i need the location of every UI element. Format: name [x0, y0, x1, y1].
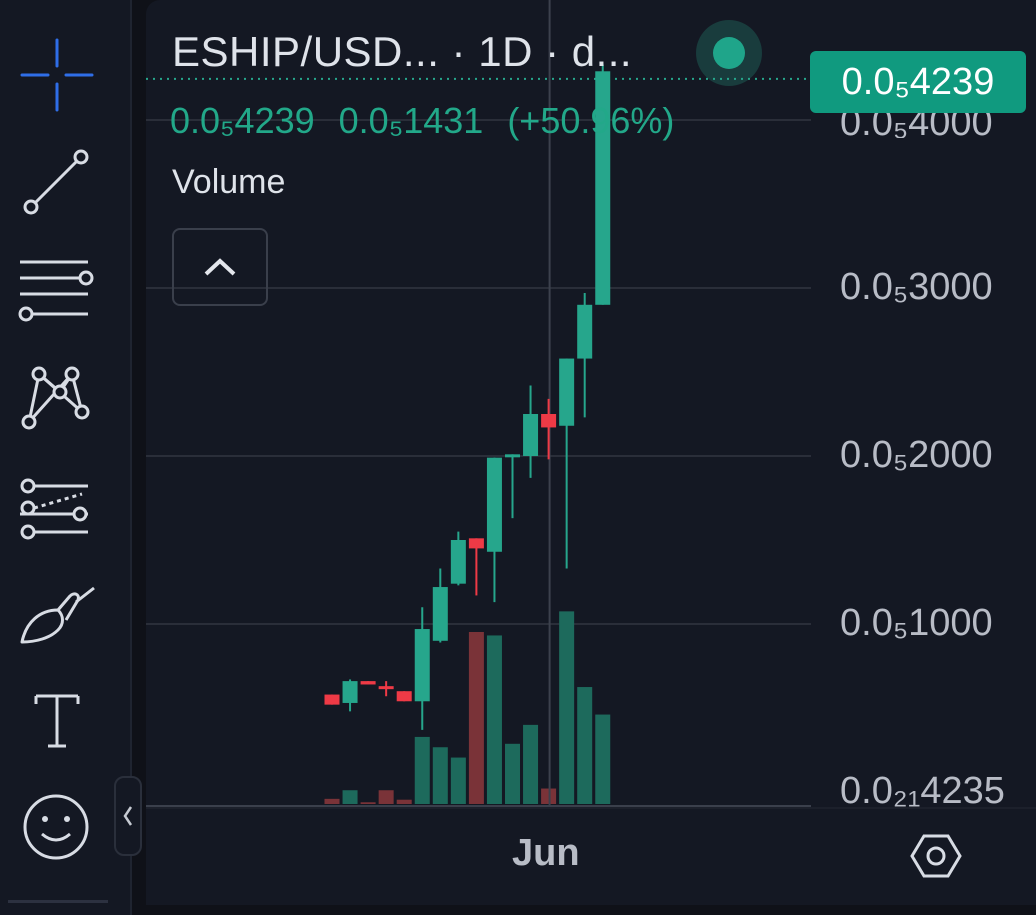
horizontal-lines-icon [18, 260, 94, 322]
settings-hexagon-icon [910, 834, 962, 878]
fib-retracement-tool-button[interactable] [12, 458, 102, 548]
market-status-indicator[interactable] [696, 20, 762, 86]
volume-bar [396, 799, 412, 804]
candle-body [559, 358, 575, 426]
chevron-up-icon [204, 258, 236, 276]
crosshair-icon [20, 38, 94, 112]
volume-bar [595, 714, 611, 804]
candle-body [360, 681, 376, 685]
candle-body [450, 540, 466, 584]
trend-line-tool-button[interactable] [12, 136, 102, 226]
symbol-title[interactable]: ESHIP/USD... · 1D · d... [172, 28, 633, 75]
volume-bar [577, 687, 593, 804]
volume-indicator-label[interactable]: Volume [172, 163, 286, 201]
volume-bar [468, 632, 484, 804]
trend-line-icon [23, 149, 89, 215]
time-axis-label: Jun [512, 832, 580, 874]
pattern-tool-button[interactable] [12, 350, 102, 440]
volume-bar [378, 790, 394, 804]
volume-bar [342, 790, 358, 804]
collapse-toolbar-button[interactable] [114, 776, 142, 856]
price-axis-label: 0.0₅1000 [840, 602, 993, 644]
horizontal-lines-tool-button[interactable] [12, 240, 102, 330]
pattern-icon [21, 366, 90, 430]
volume-bar [450, 757, 466, 804]
candle-body [324, 694, 340, 705]
candle-body [577, 304, 593, 359]
price-axis-label: 0.0₂₁4235 [840, 770, 1005, 812]
volume-bar [523, 724, 539, 804]
candle-body [541, 414, 557, 428]
volume-bar [414, 736, 430, 804]
crosshair-tool-button[interactable] [12, 30, 102, 120]
toolbar-divider [8, 900, 108, 903]
text-tool-button[interactable] [12, 676, 102, 766]
volume-bar [432, 747, 448, 804]
legend-collapse-button[interactable] [172, 228, 268, 306]
candle-body [378, 686, 394, 690]
legend-change-value: 0.0₅1431 [338, 100, 484, 141]
chevron-left-icon [123, 806, 133, 826]
brush-icon [20, 586, 95, 644]
chart-settings-button[interactable] [908, 826, 964, 886]
legend-price-value: 0.0₅4239 [170, 100, 315, 141]
volume-bar [559, 611, 575, 804]
brush-tool-button[interactable] [12, 566, 102, 656]
price-axis-label: 0.0₅2000 [840, 434, 993, 476]
volume-bar [324, 798, 340, 804]
emoji-icon [23, 794, 89, 860]
chart-panel[interactable] [146, 0, 1036, 905]
drawing-toolbar [0, 0, 132, 915]
candle-body [432, 587, 448, 641]
candle-body [505, 454, 520, 458]
text-icon [34, 694, 80, 748]
candle-body [414, 629, 430, 702]
candle-body [486, 457, 502, 552]
legend-change-percent: (+50.96%) [507, 100, 675, 141]
last-price-badge: 0.0₅4239 [810, 51, 1026, 113]
candle-body [342, 681, 358, 703]
candle-body [396, 691, 412, 702]
volume-bar [505, 743, 520, 804]
volume-bar [541, 788, 557, 804]
price-axis-label: 0.0₅3000 [840, 266, 993, 308]
ohlc-legend: 0.0₅4239 0.0₅1431 (+50.96%) [170, 100, 688, 142]
candle-body [595, 71, 611, 305]
candle-body [523, 414, 539, 456]
candle-body [468, 538, 484, 549]
volume-bar [360, 802, 376, 804]
fib-icon [20, 478, 88, 540]
candlestick-chart[interactable] [146, 0, 1036, 905]
volume-bar [486, 635, 502, 804]
status-dot-icon [713, 37, 745, 69]
emoji-tool-button[interactable] [12, 782, 102, 872]
